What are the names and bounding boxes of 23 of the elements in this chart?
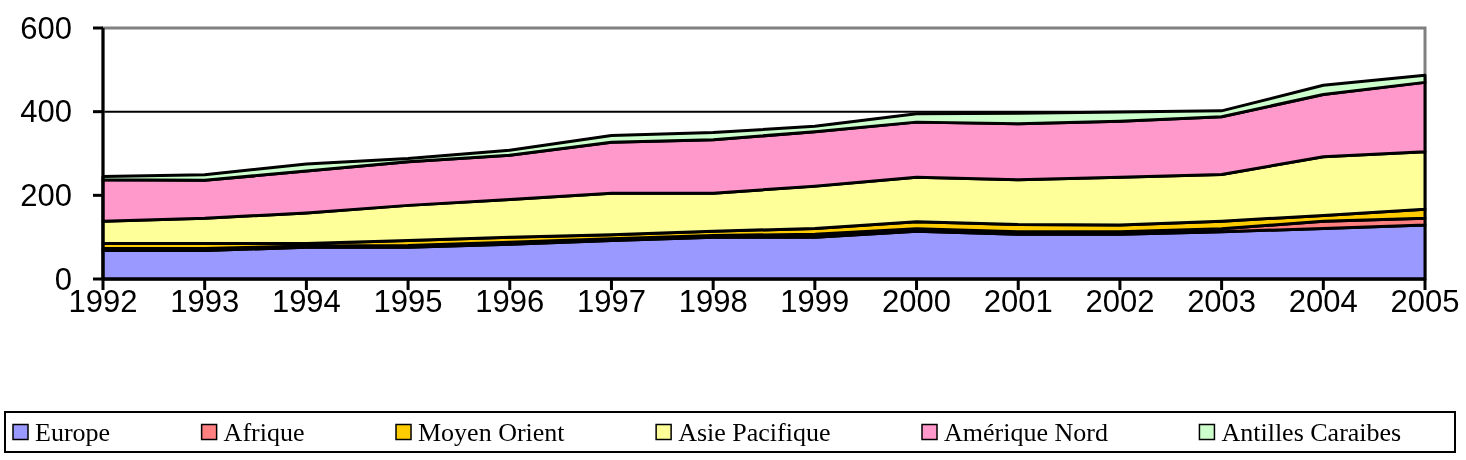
legend-label: Amérique Nord [944, 417, 1108, 447]
x-tick-label: 1997 [576, 284, 646, 319]
y-tick-label: 600 [20, 10, 72, 46]
legend-label: Afrique [223, 417, 305, 447]
x-tick-label: 2003 [1187, 284, 1257, 319]
x-tick-label: 2005 [1390, 284, 1460, 319]
x-tick-label: 2004 [1288, 284, 1358, 319]
legend-label: Antilles Caraibes [1221, 417, 1402, 447]
x-tick-label: 2000 [882, 284, 952, 319]
x-tick-label: 2001 [983, 284, 1053, 319]
y-tick-label: 200 [20, 177, 72, 213]
legend-label: Asie Pacifique [678, 417, 831, 447]
legend-label: Moyen Orient [418, 417, 566, 447]
x-tick-label: 1999 [780, 284, 850, 319]
x-tick-label: 1994 [271, 284, 341, 319]
y-tick-label: 400 [20, 94, 72, 130]
x-tick-label: 1995 [373, 284, 443, 319]
x-tick-label: 1996 [475, 284, 545, 319]
y-tick-label: 0 [54, 261, 72, 297]
x-tick-label: 1993 [170, 284, 240, 319]
x-tick-label: 1998 [678, 284, 748, 319]
x-tick-label: 2002 [1085, 284, 1155, 319]
legend-label: Europe [35, 417, 111, 447]
